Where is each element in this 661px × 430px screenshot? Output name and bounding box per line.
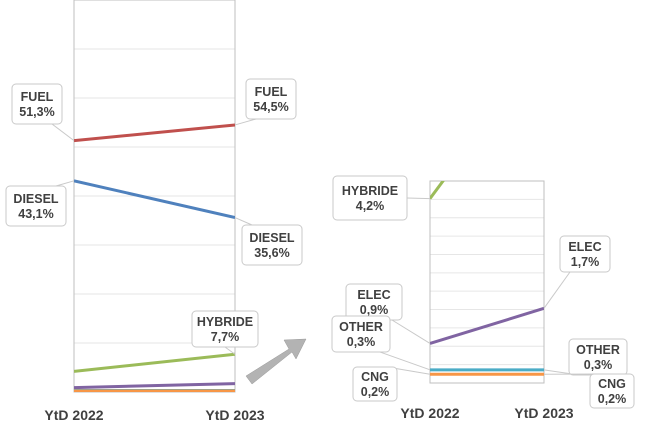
zoom-label-hybride-0-box	[332, 175, 408, 221]
main-label-fuel-0-leader	[51, 123, 75, 142]
zoom-x-tick-label: YtD 2023	[514, 405, 573, 421]
zoom-label-other-1-text: OTHER	[576, 343, 620, 357]
zoom-label-other-0-text: 0,3%	[347, 335, 376, 349]
main-label-diesel-0-text: DIESEL	[13, 192, 59, 206]
zoom-label-other-0-box	[331, 315, 391, 353]
main-label-diesel-1-box	[241, 224, 303, 266]
main-series-hybride-line	[74, 352, 235, 373]
zoom-label-elec-0-text: 0,9%	[360, 303, 389, 317]
arrow-right-up-icon	[245, 338, 307, 385]
main-x-tick-label: YtD 2022	[44, 407, 103, 423]
zoom-gridlines	[430, 198, 544, 366]
main-label-fuel-1-leader	[234, 118, 257, 126]
main-chart: FUEL51,3%FUEL54,5%DIESEL43,1%DIESEL35,6%…	[5, 0, 303, 423]
zoom-label-hybride-0-text: 4,2%	[356, 199, 385, 213]
main-label-diesel-1-text: 35,6%	[254, 246, 289, 260]
main-label-diesel-1-text: DIESEL	[249, 231, 295, 245]
zoom-label-hybride-0-leader	[406, 197, 431, 200]
zoom-series-elec-line	[430, 306, 544, 345]
main-label-hybride-1-text: 7,7%	[211, 330, 240, 344]
main-gridlines	[74, 48, 235, 344]
zoom-x-tick-label: YtD 2022	[400, 405, 459, 421]
zoom-label-elec-1-leader	[543, 271, 571, 309]
zoom-label-cng-1-text: CNG	[598, 377, 626, 391]
zoom-chart: HYBRIDE4,2%ELEC0,9%ELEC1,7%OTHER0,3%OTHE…	[331, 175, 635, 421]
main-label-hybride-1-text: HYBRIDE	[197, 315, 253, 329]
main-label-hybride-1-leader	[224, 346, 236, 355]
main-label-diesel-1-leader	[234, 217, 253, 226]
zoom-plot-area	[429, 180, 545, 384]
main-label-fuel-1-box	[245, 78, 297, 120]
zoom-label-hybride-0-text: HYBRIDE	[342, 184, 398, 198]
zoom-label-cng-0-box	[352, 366, 398, 402]
main-label-fuel-1-text: FUEL	[255, 85, 288, 99]
zoom-label-other-0-leader	[379, 351, 431, 371]
zoom-series-hybride-line	[430, 181, 445, 200]
zoom-label-elec-1-text: ELEC	[568, 240, 601, 254]
main-series-fuel-line	[74, 123, 235, 143]
main-series-lines	[74, 123, 235, 392]
main-label-diesel-0-text: 43,1%	[18, 207, 53, 221]
zoom-label-elec-0-leader	[391, 319, 431, 344]
main-label-fuel-0-box	[11, 83, 63, 125]
main-series-elec-line	[74, 382, 235, 390]
zoom-label-cng-0-text: 0,2%	[361, 385, 390, 399]
main-label-fuel-1-text: 54,5%	[253, 100, 288, 114]
main-label-fuel-0-text: 51,3%	[19, 105, 54, 119]
zoom-series-lines	[430, 181, 544, 376]
zoom-arrow-shape	[245, 338, 307, 385]
main-label-diesel-0-box	[5, 185, 67, 227]
main-series-diesel-line	[74, 179, 235, 220]
main-label-hybride-1-box	[191, 310, 259, 348]
zoom-label-other-1-text: 0,3%	[584, 358, 613, 372]
zoom-label-cng-1-text: 0,2%	[598, 392, 627, 406]
zoom-label-cng-0-text: CNG	[361, 370, 389, 384]
zoom-label-elec-1-box	[559, 235, 611, 273]
zoom-label-elec-1-text: 1,7%	[571, 255, 600, 269]
main-label-fuel-0-text: FUEL	[21, 90, 54, 104]
main-label-diesel-0-leader	[55, 180, 75, 187]
zoom-label-cng-1-box	[589, 373, 635, 409]
zoom-label-other-0-text: OTHER	[339, 320, 383, 334]
main-x-tick-label: YtD 2023	[205, 407, 264, 423]
zoom-label-elec-0-text: ELEC	[357, 288, 390, 302]
